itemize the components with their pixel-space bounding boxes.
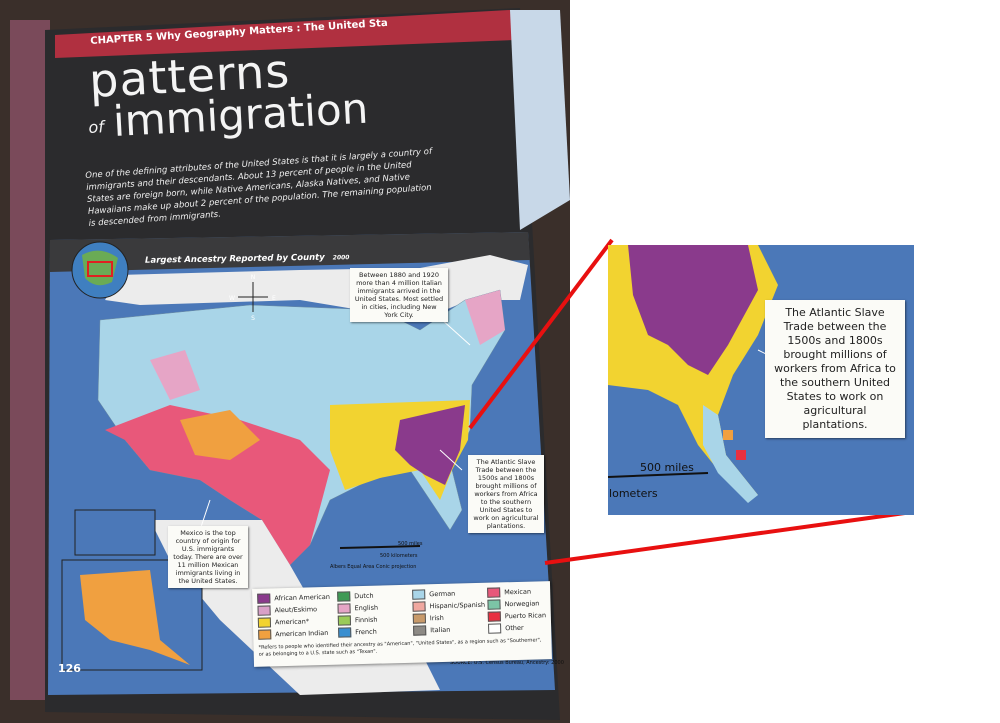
callout-italian: Between 1880 and 1920 more than 4 millio… bbox=[350, 268, 448, 322]
inset-scale-bar bbox=[608, 472, 709, 478]
hawaii-box bbox=[74, 509, 156, 556]
compass-s: S bbox=[251, 315, 255, 322]
connector-bottom bbox=[544, 510, 913, 565]
inset-african-american bbox=[628, 245, 758, 375]
alaska bbox=[80, 570, 190, 665]
next-page-edge bbox=[510, 10, 570, 230]
region-new-england bbox=[465, 290, 505, 345]
inset-county bbox=[736, 450, 746, 460]
region-english bbox=[150, 350, 200, 400]
projection: Albers Equal Area Conic projection bbox=[330, 564, 416, 570]
book-photo: N S E W 500 miles 500 kilometers Albers … bbox=[0, 0, 570, 723]
source: SOURCE: U.S. Census Bureau, Ancestry: 20… bbox=[450, 660, 564, 666]
header-strip bbox=[55, 10, 515, 58]
inset-scale-km: ilometers bbox=[608, 487, 658, 500]
inset-callout: The Atlantic Slave Trade between the 150… bbox=[765, 300, 905, 438]
compass-w: W bbox=[229, 295, 235, 302]
inset-florida bbox=[703, 405, 758, 503]
inset-scale-miles: 500 miles bbox=[640, 461, 694, 474]
book-spine bbox=[10, 20, 50, 700]
map-title-bar bbox=[50, 232, 530, 272]
leader-mexico bbox=[199, 499, 211, 531]
scale-bar bbox=[339, 545, 421, 549]
globe-highlight bbox=[87, 261, 113, 277]
page-number: 126 bbox=[58, 662, 81, 675]
scale-miles: 500 miles bbox=[398, 541, 423, 547]
callout-slave: The Atlantic Slave Trade between the 150… bbox=[468, 455, 544, 533]
region-mexican bbox=[105, 405, 330, 565]
compass-n: N bbox=[251, 274, 256, 281]
callout-mexico: Mexico is the top country of origin for … bbox=[168, 526, 248, 588]
compass-e: E bbox=[272, 295, 276, 302]
leader-slave bbox=[439, 449, 463, 471]
connector-top bbox=[468, 238, 614, 430]
scale-km: 500 kilometers bbox=[380, 553, 418, 559]
inset-county bbox=[723, 430, 733, 440]
region-african-american bbox=[395, 405, 465, 485]
region-american-indian bbox=[180, 410, 260, 460]
